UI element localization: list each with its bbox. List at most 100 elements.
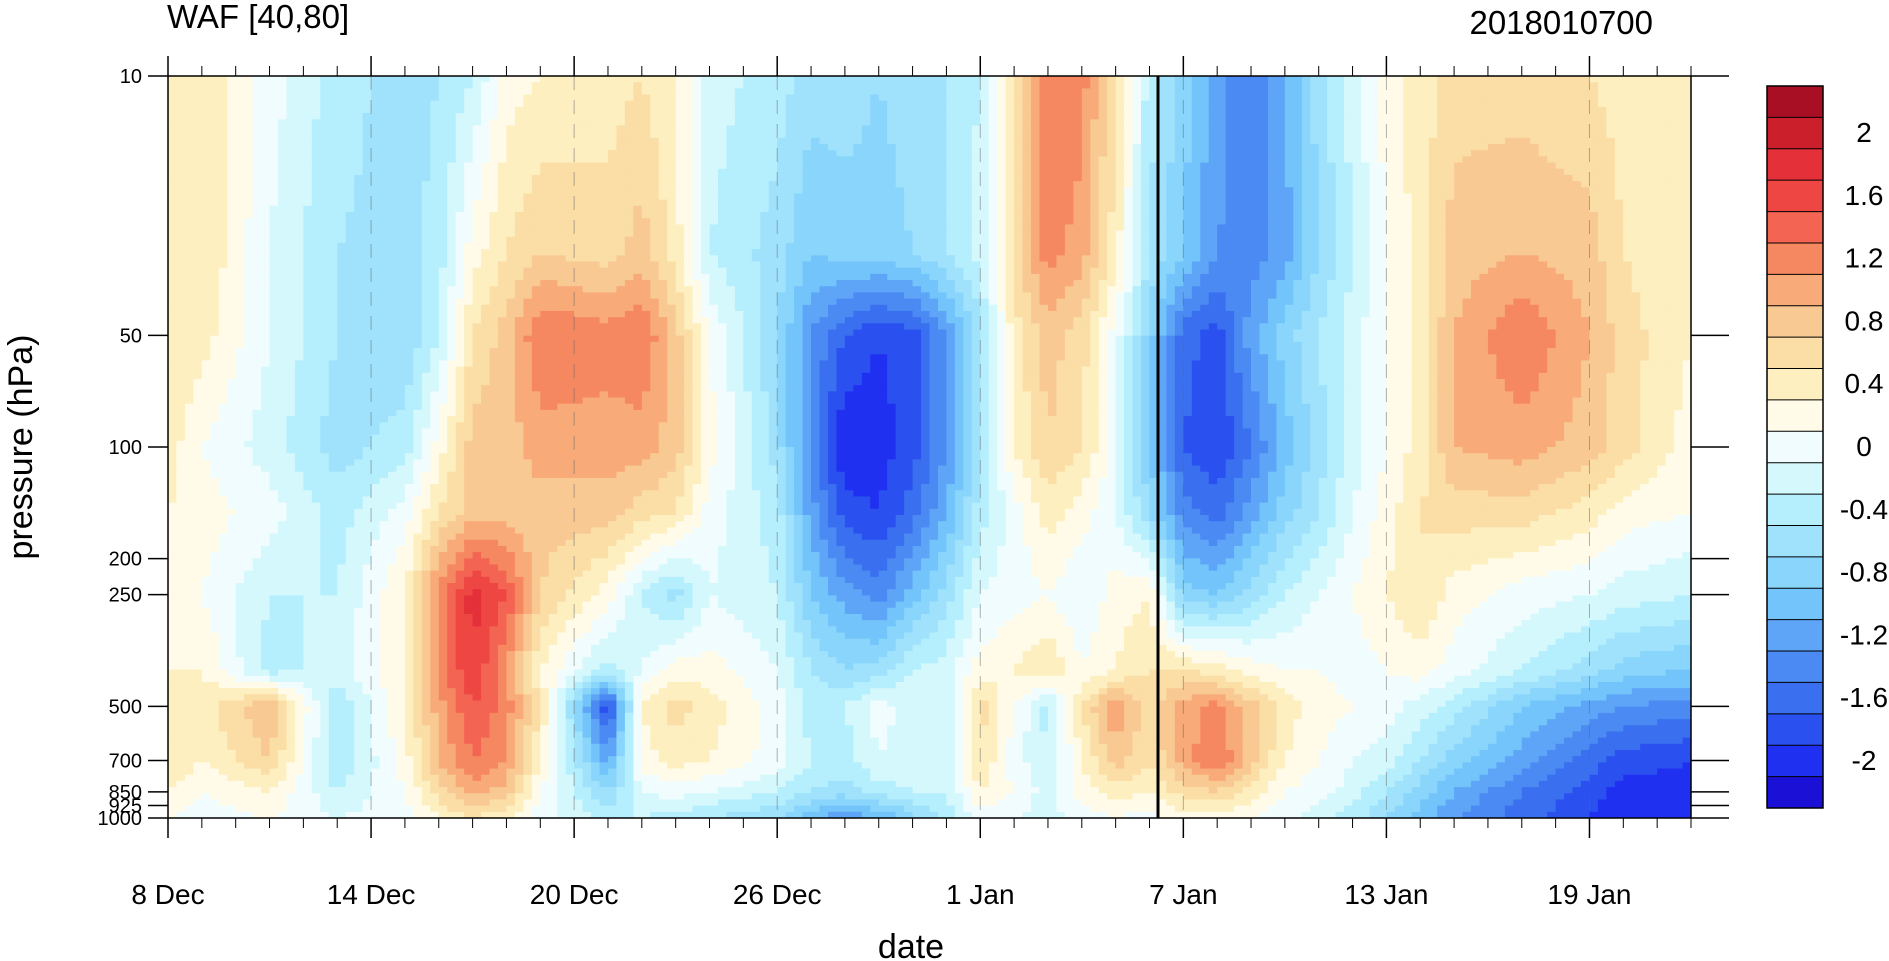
field-cell — [1631, 144, 1641, 151]
field-cell — [582, 218, 592, 225]
field-cell — [844, 230, 854, 238]
field-cell — [565, 94, 575, 102]
field-cell — [1166, 119, 1176, 127]
field-cell — [1081, 218, 1091, 225]
field-cell — [244, 224, 254, 232]
field-cell — [1183, 242, 1193, 250]
field-cell — [379, 137, 389, 145]
field-cell — [201, 224, 211, 232]
field-cell — [1547, 76, 1557, 83]
field-cell — [447, 106, 457, 114]
field-cell — [802, 156, 812, 164]
field-cell — [971, 205, 981, 213]
field-cell — [1132, 174, 1142, 182]
field-cell — [980, 156, 990, 164]
field-cell — [709, 100, 719, 108]
field-cell — [1344, 150, 1354, 157]
field-cell — [277, 218, 288, 225]
field-cell — [1657, 236, 1667, 244]
field-cell — [1682, 156, 1691, 164]
field-cell — [455, 76, 465, 83]
field-cell — [717, 162, 728, 170]
field-cell — [751, 100, 761, 108]
field-cell — [701, 131, 711, 139]
field-cell — [988, 187, 998, 195]
field-cell — [607, 162, 618, 170]
field-cell — [971, 144, 981, 151]
field-cell — [1648, 125, 1658, 133]
field-cell — [988, 174, 998, 182]
field-cell — [971, 100, 981, 108]
field-cell — [1665, 131, 1675, 139]
field-cell — [1631, 137, 1641, 145]
field-cell — [1191, 106, 1201, 114]
field-cell — [1538, 100, 1548, 108]
field-cell — [396, 187, 406, 195]
field-cell — [650, 218, 660, 225]
field-cell — [870, 193, 880, 201]
field-cell — [937, 113, 948, 120]
field-cell — [447, 199, 457, 207]
field-cell — [1479, 88, 1489, 96]
field-cell — [1301, 94, 1311, 102]
field-cell — [464, 113, 474, 120]
field-cell — [1284, 212, 1294, 219]
field-cell — [514, 230, 524, 238]
field-cell — [176, 125, 186, 133]
field-cell — [1276, 236, 1286, 244]
field-cell — [1031, 76, 1041, 83]
field-cell — [1496, 187, 1506, 195]
field-cell — [1031, 100, 1041, 108]
field-cell — [819, 181, 829, 188]
field-cell — [565, 156, 575, 164]
field-cell — [193, 162, 203, 170]
field-cell — [1513, 88, 1523, 96]
field-cell — [1124, 187, 1134, 195]
field-cell — [514, 168, 524, 176]
field-cell — [1631, 113, 1641, 120]
field-cell — [1276, 174, 1286, 182]
field-cell — [1674, 131, 1684, 139]
field-cell — [311, 230, 321, 238]
field-cell — [455, 88, 465, 96]
field-cell — [168, 125, 178, 133]
field-cell — [1005, 193, 1015, 201]
field-cell — [1547, 137, 1557, 145]
field-cell — [734, 162, 744, 170]
field-cell — [244, 106, 254, 114]
field-cell — [895, 76, 905, 83]
field-cell — [1022, 168, 1032, 176]
field-cell — [1107, 125, 1117, 133]
field-cell — [811, 199, 821, 207]
field-cell — [836, 131, 846, 139]
field-cell — [201, 218, 211, 225]
field-cell — [675, 156, 685, 164]
field-cell — [734, 156, 744, 164]
field-cell — [464, 144, 474, 151]
field-cell — [650, 137, 660, 145]
field-cell — [743, 100, 753, 108]
field-cell — [1107, 187, 1117, 195]
field-cell — [1039, 131, 1049, 139]
field-cell — [574, 156, 584, 164]
field-cell — [768, 174, 778, 182]
field-cell — [1386, 212, 1396, 219]
field-cell — [760, 224, 770, 232]
field-cell — [1031, 94, 1041, 102]
field-cell — [481, 212, 491, 219]
field-cell — [929, 156, 939, 164]
field-cell — [954, 181, 964, 188]
field-cell — [1597, 212, 1607, 219]
field-cell — [937, 181, 948, 188]
field-cell — [1445, 131, 1455, 139]
field-cell — [1124, 82, 1134, 89]
field-cell — [218, 224, 228, 232]
field-cell — [1115, 230, 1125, 238]
field-cell — [379, 131, 389, 139]
field-cell — [929, 125, 939, 133]
field-cell — [1047, 236, 1058, 244]
field-cell — [1064, 119, 1074, 127]
field-cell — [1149, 242, 1159, 250]
field-cell — [726, 236, 736, 244]
field-cell — [193, 125, 203, 133]
